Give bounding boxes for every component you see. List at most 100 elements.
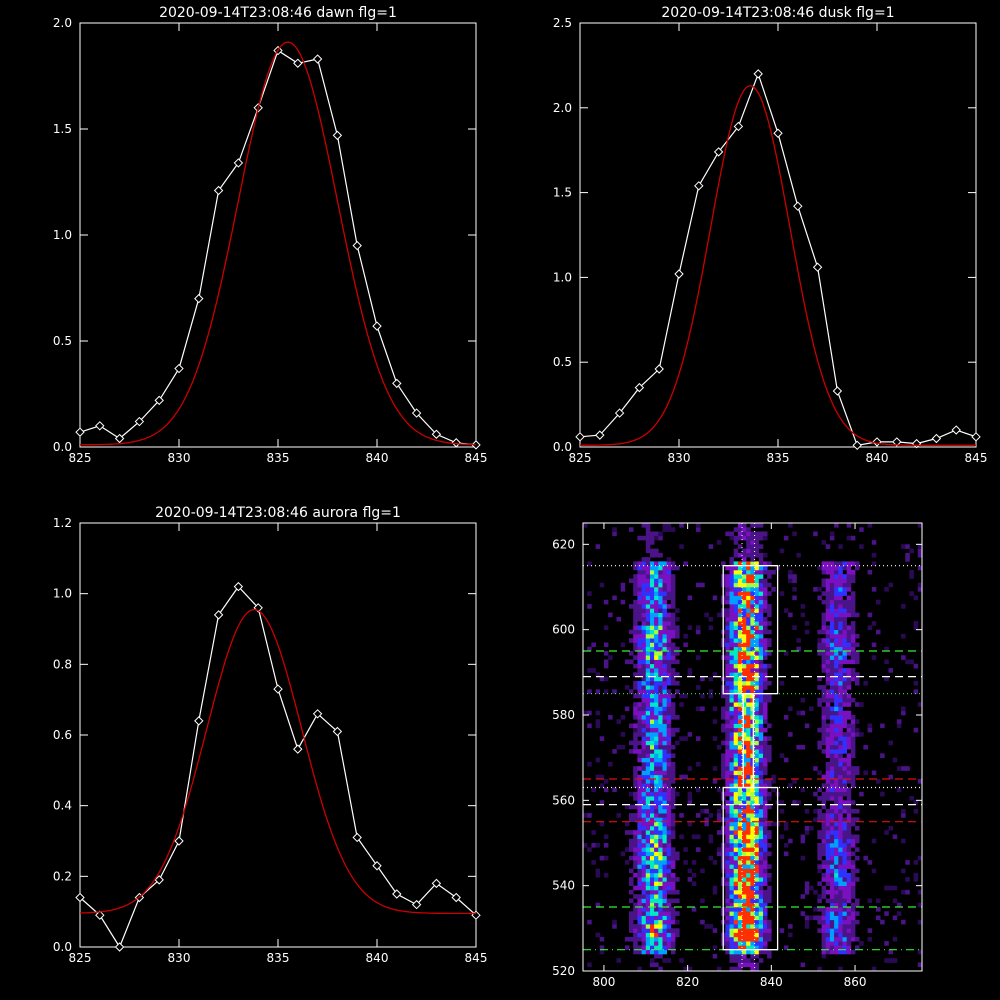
heatmap-cell [842,629,847,635]
heatmap-cell [650,932,655,938]
heatmap-cell [733,868,739,874]
heatmap-cell [633,749,638,754]
heatmap-cell [846,766,852,771]
heatmap-cell [658,736,663,741]
heatmap-cell [603,855,609,861]
heatmap-cell [729,860,734,865]
heatmap-cell [821,877,827,882]
heatmap-cell [846,834,852,840]
heatmap-cell [754,941,760,946]
heatmap-cell [846,821,852,827]
heatmap-cell [729,838,734,844]
heatmap-cell [737,693,743,699]
heatmap-cell [629,877,634,882]
heatmap-cell [834,740,839,746]
heatmap-cell [641,668,647,673]
heatmap-cell [737,646,743,652]
heatmap-cell [658,847,663,852]
heatmap-cell [725,702,730,707]
heatmap-cell [729,736,734,741]
heatmap-cell [746,621,751,626]
heatmap-cell [917,587,923,592]
heatmap-cell [909,796,914,801]
heatmap-cell [742,702,747,707]
heatmap-cell [834,774,839,780]
heatmap-cell [855,680,860,686]
heatmap-cell [754,719,760,724]
heatmap-cell [746,761,751,767]
heatmap-cell [654,753,659,758]
heatmap-cell [788,732,793,737]
heatmap-cell [679,736,684,741]
heatmap-cell [855,702,860,707]
heatmap-cell [850,604,856,609]
heatmap-cell [825,825,831,831]
heatmap-cell [725,736,730,741]
heatmap-cell [767,779,772,784]
heatmap-cell [884,587,889,592]
heatmap-cell [637,578,642,584]
heatmap-cell [742,565,747,571]
heatmap-cell [737,523,743,528]
heatmap-cell [654,676,659,682]
heatmap-cell [855,868,860,874]
heatmap-cell [658,706,663,712]
heatmap-cell [742,608,747,613]
data-point-marker [75,892,85,903]
heatmap-cell [842,744,847,750]
heatmap-cell [666,659,672,665]
heatmap-cell [829,881,835,886]
heatmap-cell [662,894,667,899]
heatmap-cell [733,578,739,584]
heatmap-cell [842,885,847,891]
heatmap-cell [637,582,642,588]
heatmap-cell [817,830,822,835]
heatmap-cell [758,864,764,869]
heatmap-cell [834,804,839,810]
heatmap-cell [867,625,873,630]
heatmap-cell [754,770,760,776]
heatmap-cell [641,770,647,776]
heatmap-cell [758,779,764,784]
heatmap-cell [754,749,760,754]
heatmap-cell [721,761,726,767]
heatmap-cell [901,813,906,818]
heatmap-cell [633,885,638,891]
heatmap-cell [834,779,839,784]
heatmap-cell [654,595,659,601]
heatmap-cell [850,736,856,741]
heatmap-cell [645,749,651,754]
heatmap-cell [670,616,676,622]
heatmap-cell [645,881,651,886]
heatmap-cell [838,757,843,763]
heatmap-cell [829,868,835,874]
heatmap-cell [612,531,617,537]
heatmap-cell [650,706,655,712]
heatmap-cell [729,911,734,916]
heatmap-cell [846,804,852,810]
heatmap-cell [633,706,638,712]
heatmap-cell [666,808,672,814]
heatmap-cell [763,804,768,810]
heatmap-cell [641,860,647,865]
heatmap-cell [650,625,655,630]
heatmap-cell [725,864,730,869]
heatmap-cell [654,587,659,592]
heatmap-cell [654,552,659,558]
heatmap-cell [758,655,764,660]
heatmap-cell [675,659,680,665]
heatmap-cell [850,744,856,750]
heatmap-cell [884,830,889,835]
heatmap-cell [729,625,734,630]
heatmap-cell [809,825,814,831]
heatmap-cell [763,676,768,682]
heatmap-cell [754,680,760,686]
heatmap-cell [666,616,672,622]
heatmap-cell [838,693,843,699]
heatmap-cell [737,941,743,946]
heatmap-cell [737,574,743,579]
heatmap-cell [733,779,739,784]
data-point-marker [575,432,585,442]
heatmap-cell [829,668,835,673]
heatmap-cell [641,689,647,694]
